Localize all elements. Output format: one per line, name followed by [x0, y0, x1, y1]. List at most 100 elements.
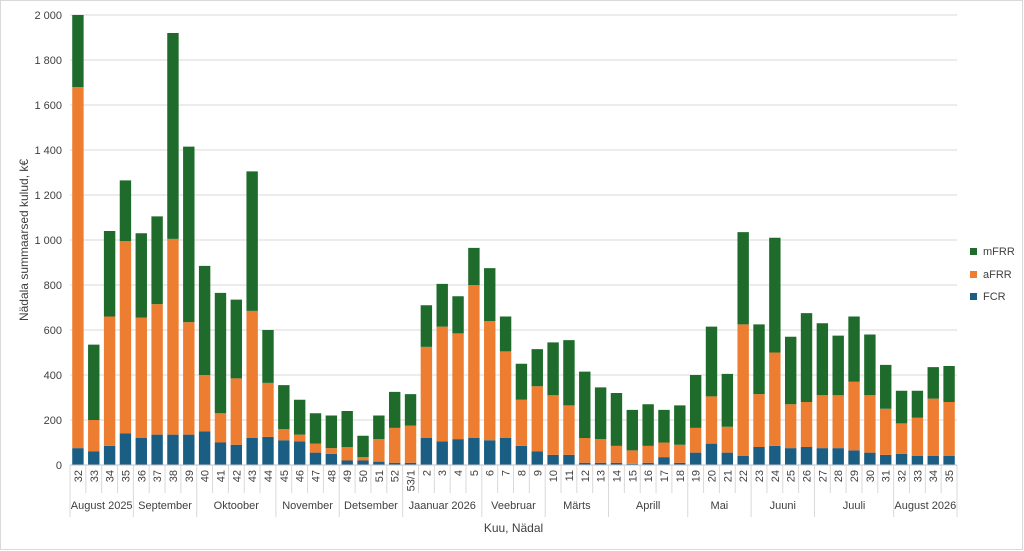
- bar-segment-mfrr: [436, 283, 448, 327]
- legend-label-afrr: aFRR: [983, 269, 1012, 281]
- bar-segment-mfrr: [721, 373, 734, 427]
- bar-segment-fcr: [547, 454, 559, 466]
- x-tick-label: 19: [691, 470, 703, 482]
- x-tick-label: 28: [833, 470, 845, 482]
- y-axis-title: Nädala summaarsed kulud, k€: [17, 159, 31, 321]
- bar-segment-fcr: [642, 462, 654, 465]
- legend-swatch-fcr: [970, 293, 977, 300]
- x-tick-label: 10: [548, 470, 560, 482]
- x-tick-label: 50: [358, 470, 370, 482]
- bar-segment-fcr: [404, 462, 417, 465]
- bar-segment-mfrr: [864, 334, 876, 396]
- bar-segment-afrr: [468, 285, 480, 438]
- bar-segment-fcr: [721, 452, 734, 466]
- bar-segment-fcr: [357, 460, 369, 465]
- bar-segment-fcr: [943, 456, 955, 465]
- x-tick-label: 46: [295, 470, 307, 482]
- bar-segment-fcr: [389, 462, 401, 465]
- x-tick-label: 44: [263, 470, 275, 482]
- bar-segment-mfrr: [737, 232, 749, 325]
- bar-segment-afrr: [436, 326, 448, 442]
- bar-segment-mfrr: [452, 296, 464, 334]
- legend-swatch-mfrr: [970, 248, 977, 255]
- legend-label-mfrr: mFRR: [983, 246, 1015, 258]
- bar-segment-afrr: [72, 87, 84, 449]
- month-label: Detsember: [344, 500, 398, 512]
- bar-segment-mfrr: [325, 415, 338, 449]
- bar-segment-mfrr: [278, 385, 290, 430]
- bar-segment-mfrr: [943, 366, 955, 402]
- bar-segment-mfrr: [674, 405, 686, 445]
- bar-segment-mfrr: [88, 344, 100, 421]
- x-tick-label: 7: [501, 470, 513, 476]
- bar-segment-mfrr: [246, 171, 258, 311]
- bar-segment-fcr: [816, 448, 829, 466]
- bar-segment-fcr: [800, 447, 813, 465]
- bar-segment-mfrr: [848, 316, 860, 382]
- bar-segment-mfrr: [230, 299, 243, 379]
- bar-segment-fcr: [895, 453, 908, 465]
- x-tick-label: 13: [596, 470, 608, 482]
- bar-segment-mfrr: [547, 342, 559, 396]
- x-tick-label: 20: [706, 470, 718, 482]
- bar-segment-mfrr: [183, 146, 195, 323]
- bar-segment-mfrr: [484, 268, 496, 322]
- x-tick-label: 43: [247, 470, 259, 482]
- bar-segment-fcr: [183, 434, 195, 466]
- bar-segment-fcr: [309, 452, 322, 466]
- bar-segment-afrr: [88, 420, 100, 452]
- bar-segment-afrr: [151, 304, 163, 435]
- bar-segment-mfrr: [214, 292, 227, 414]
- bar-segment-mfrr: [880, 364, 892, 409]
- bar-segment-mfrr: [658, 409, 670, 443]
- y-tick-label: 600: [44, 325, 62, 337]
- bar-segment-afrr: [515, 399, 528, 446]
- bar-segment-afrr: [262, 382, 274, 437]
- bar-segment-fcr: [88, 451, 100, 465]
- bar-segment-fcr: [610, 462, 623, 465]
- bar-segment-fcr: [452, 439, 464, 466]
- bar-segment-afrr: [753, 394, 765, 448]
- x-tick-label: 31: [881, 470, 893, 482]
- bar-segment-afrr: [737, 324, 749, 457]
- bar-segment-fcr: [864, 452, 876, 466]
- x-tick-label: 42: [231, 470, 243, 482]
- bar-segment-afrr: [594, 439, 607, 463]
- bar-segment-mfrr: [341, 411, 353, 447]
- bar-segment-fcr: [515, 445, 528, 466]
- bar-segment-fcr: [658, 457, 670, 466]
- x-tick-label: 8: [516, 470, 528, 476]
- bar-segment-mfrr: [769, 237, 781, 353]
- bar-segment-mfrr: [594, 387, 607, 440]
- bar-segment-mfrr: [531, 349, 543, 387]
- bar-segment-afrr: [848, 381, 860, 451]
- x-tick-label: 4: [453, 470, 465, 476]
- x-tick-label: 18: [675, 470, 687, 482]
- x-tick-label: 45: [279, 470, 291, 482]
- bar-segment-fcr: [484, 440, 496, 465]
- bar-segment-fcr: [832, 448, 844, 466]
- bar-segment-mfrr: [357, 435, 369, 458]
- month-label: Juuli: [843, 500, 866, 512]
- x-tick-label: 21: [722, 470, 734, 482]
- x-tick-label: 34: [105, 470, 117, 482]
- bar-segment-fcr: [420, 438, 433, 465]
- x-tick-label: 27: [817, 470, 829, 482]
- bar-segment-fcr: [880, 454, 892, 466]
- x-tick-label: 47: [311, 470, 323, 482]
- bar-segment-mfrr: [420, 305, 433, 347]
- x-tick-label: 34: [928, 470, 940, 482]
- bar-segment-fcr: [72, 448, 84, 466]
- x-tick-label: 33: [912, 470, 924, 482]
- bar-segment-afrr: [420, 346, 433, 439]
- month-label: September: [138, 500, 192, 512]
- bar-segment-afrr: [563, 405, 575, 455]
- bar-segment-mfrr: [579, 371, 591, 439]
- x-tick-label: 29: [849, 470, 861, 482]
- bar-segment-afrr: [911, 417, 924, 456]
- bar-segment-afrr: [293, 434, 306, 442]
- x-tick-label: 49: [342, 470, 354, 482]
- bar-segment-afrr: [927, 398, 939, 457]
- x-tick-label: 23: [754, 470, 766, 482]
